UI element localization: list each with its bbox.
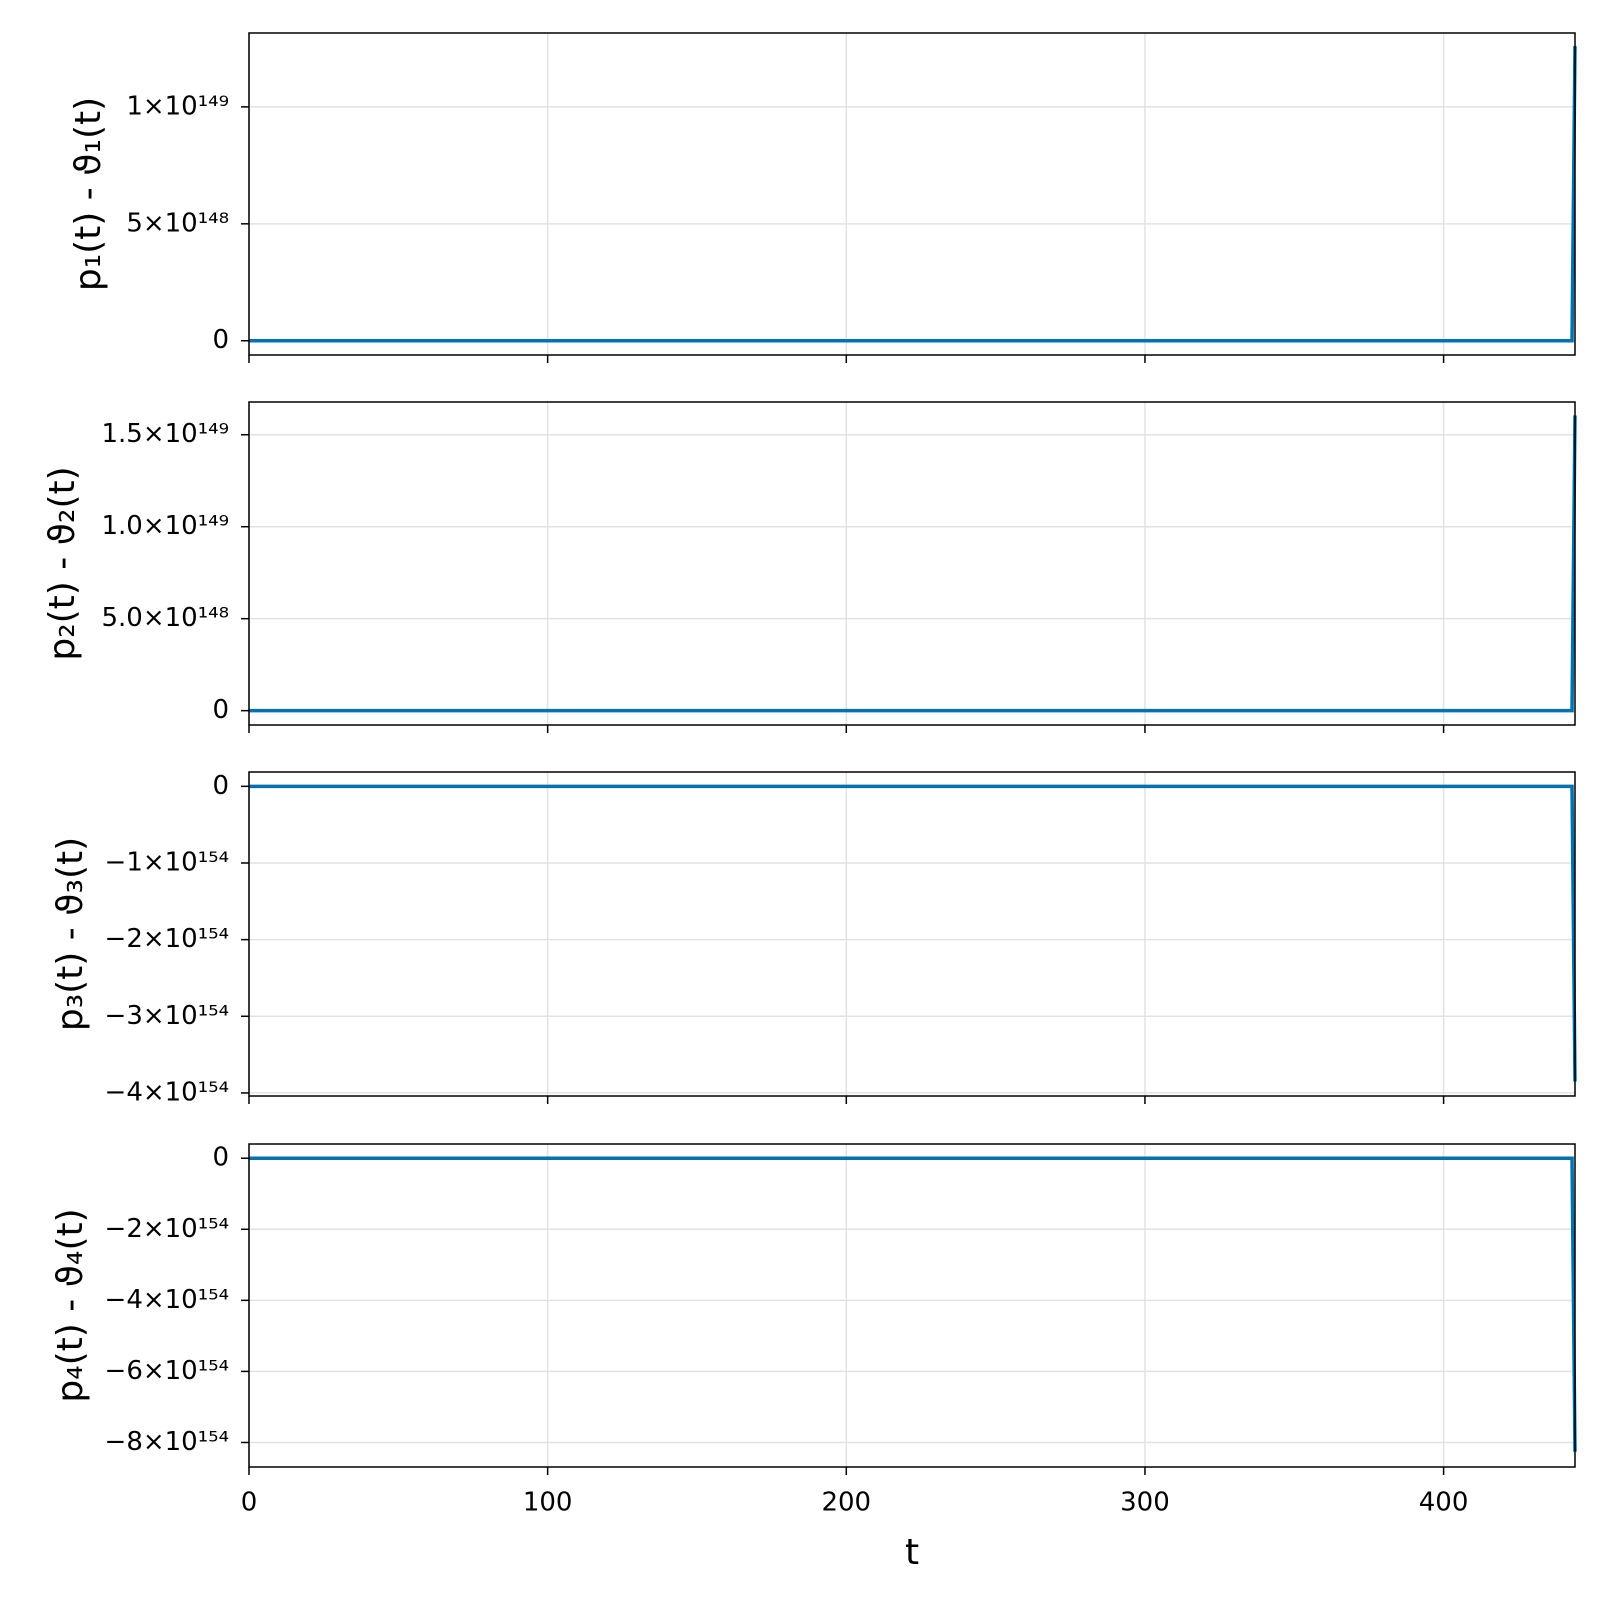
y-tick-label: −2×10¹⁵⁴: [105, 924, 229, 954]
plot-frame: [248, 401, 1576, 726]
y-tick-label: −4×10¹⁵⁴: [105, 1285, 229, 1315]
y-axis-label: p₃(t) - ϑ₃(t): [50, 837, 91, 1031]
y-tick-label: −6×10¹⁵⁴: [105, 1356, 229, 1386]
line: [249, 784, 1577, 1082]
y-tick-label: 1×10¹⁴⁹: [126, 91, 229, 121]
line: [249, 1156, 1577, 1452]
y-tick-label: 1.0×10¹⁴⁹: [102, 511, 230, 541]
y-tick-label: 5×10¹⁴⁸: [126, 208, 229, 238]
x-axis-label: t: [905, 1532, 919, 1573]
y-tick-label: 5.0×10¹⁴⁸: [102, 603, 230, 633]
y-tick-label: −4×10¹⁵⁴: [105, 1077, 229, 1107]
x-tick-label: 300: [1120, 1488, 1170, 1518]
x-tick-label: 200: [821, 1488, 871, 1518]
y-tick-label: 0: [212, 695, 229, 725]
x-tick-label: 0: [241, 1488, 258, 1518]
y-tick-label: 0: [212, 771, 229, 801]
x-tick-label: 400: [1419, 1488, 1469, 1518]
y-tick-label: 1.5×10¹⁴⁹: [102, 419, 230, 449]
y-tick-label: −2×10¹⁵⁴: [105, 1214, 229, 1244]
plot-frame: [248, 32, 1576, 356]
y-axis-label: p₄(t) - ϑ₄(t): [50, 1208, 91, 1402]
y-tick-label: −8×10¹⁵⁴: [105, 1427, 229, 1457]
plot-frame: [248, 1143, 1576, 1468]
y-tick-label: −1×10¹⁵⁴: [105, 847, 229, 877]
x-tick-label: 100: [523, 1488, 573, 1518]
y-axis-label: p₂(t) - ϑ₂(t): [42, 466, 83, 660]
line: [249, 415, 1577, 713]
plot-frame: [248, 771, 1576, 1097]
y-tick-label: −3×10¹⁵⁴: [105, 1001, 229, 1031]
y-tick-label: 0: [212, 325, 229, 355]
line: [249, 46, 1577, 343]
y-axis-label: p₁(t) - ϑ₁(t): [68, 97, 109, 291]
y-tick-label: 0: [212, 1143, 229, 1173]
